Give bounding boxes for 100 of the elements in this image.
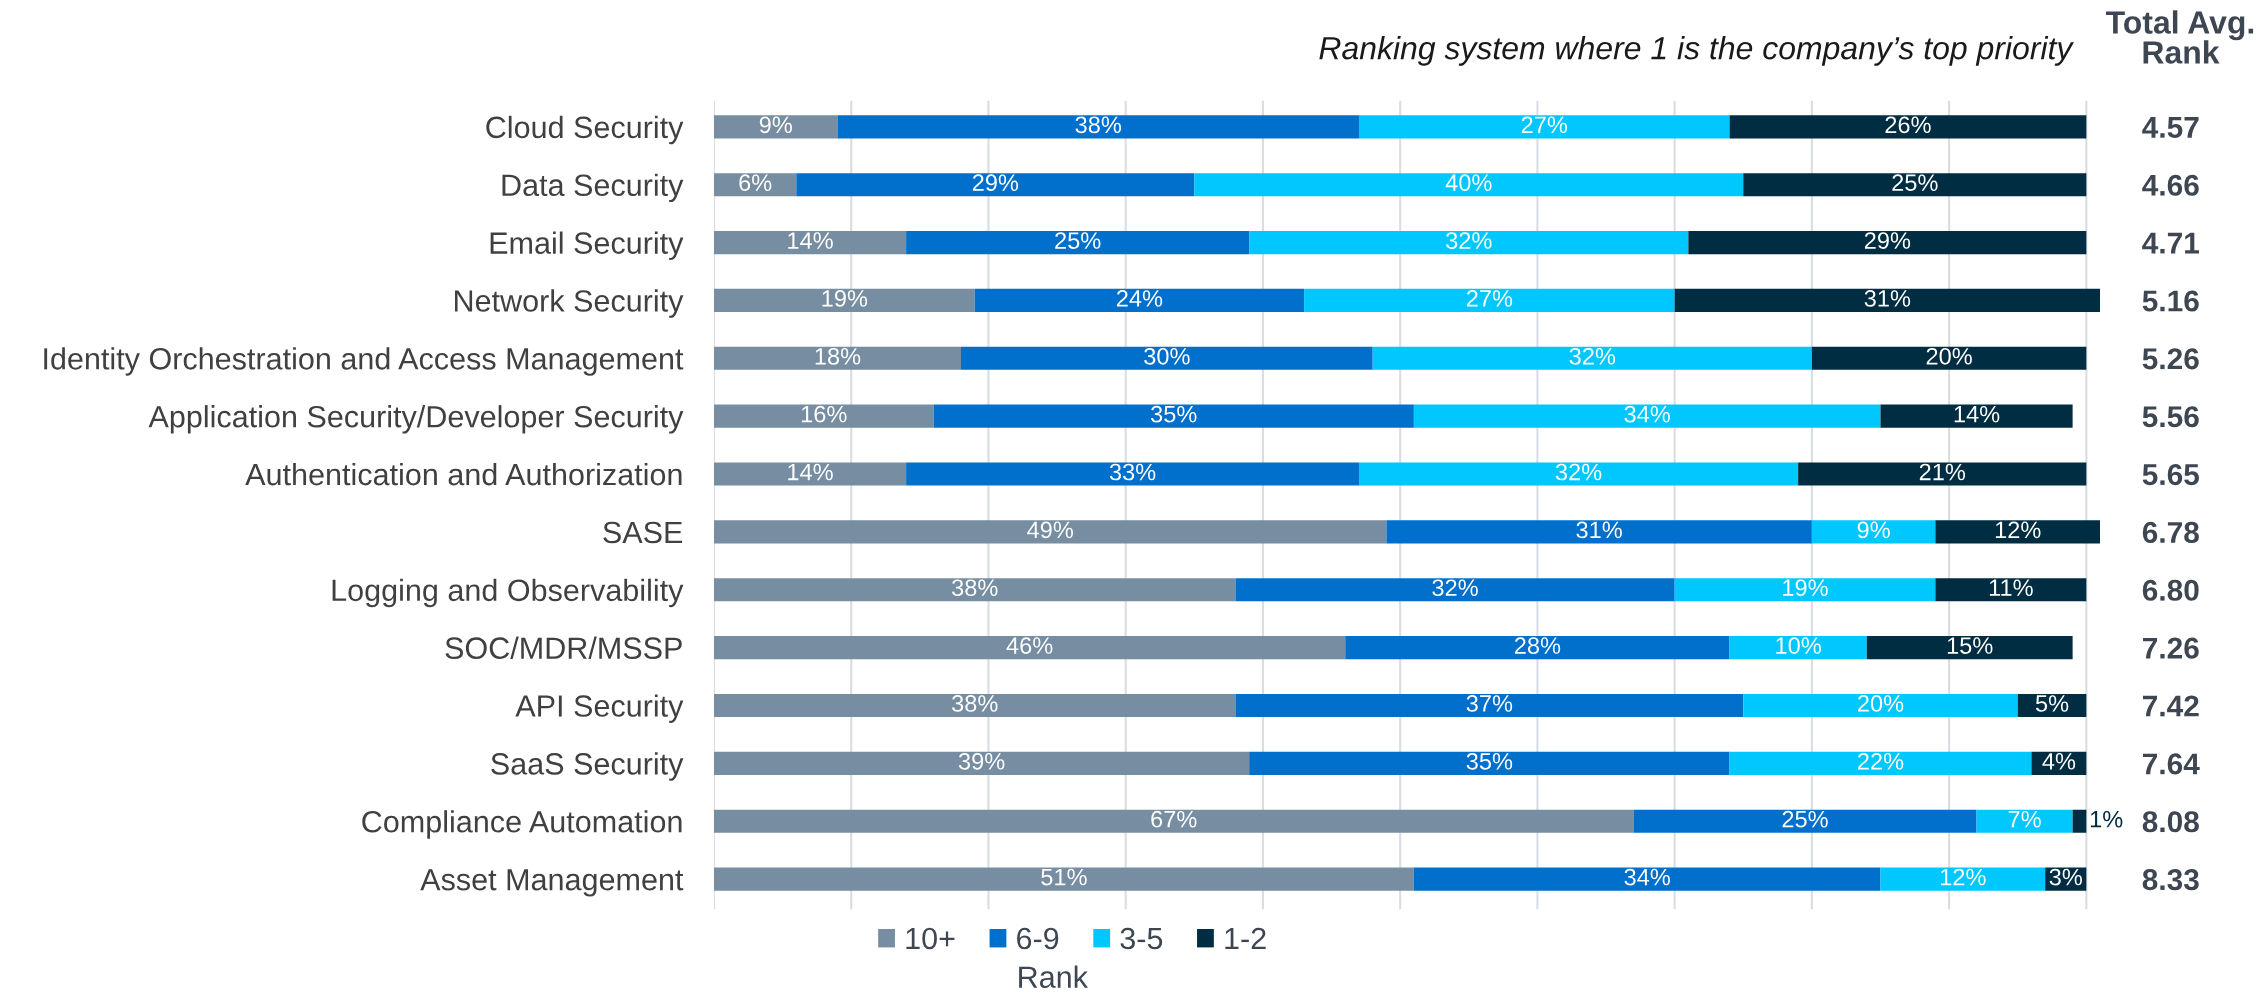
y-tick-label: Email Security bbox=[490, 231, 684, 260]
chart-title: Ranking system where 1 is the company’s top priority bbox=[1319, 35, 2074, 66]
bar bbox=[1935, 520, 2101, 544]
data-label: 22% bbox=[1858, 752, 1904, 770]
bar bbox=[713, 578, 1236, 602]
data-label: 12% bbox=[1995, 521, 2041, 539]
bar bbox=[1249, 231, 1689, 255]
bar bbox=[713, 404, 934, 428]
data-label: 19% bbox=[1783, 579, 1828, 597]
y-tick-label: API Security bbox=[515, 694, 684, 723]
legend-label: 6-9 bbox=[1017, 927, 1059, 950]
bar bbox=[961, 346, 1373, 370]
bar bbox=[713, 751, 1250, 775]
bar bbox=[1413, 404, 1881, 428]
y2-tick-label: 6.78 bbox=[2142, 521, 2199, 544]
bar bbox=[713, 693, 1236, 718]
bar bbox=[933, 404, 1414, 428]
data-label: 40% bbox=[1445, 174, 1492, 192]
data-label: 9% bbox=[759, 116, 792, 134]
y-tick-label: Compliance Automation bbox=[362, 810, 682, 839]
bar bbox=[1413, 867, 1881, 891]
bar bbox=[713, 231, 907, 255]
data-label: 34% bbox=[1624, 405, 1670, 423]
y-tick-label: Network Security bbox=[455, 289, 684, 318]
legend-label: 1-2 bbox=[1225, 927, 1266, 950]
y-tick-label: Asset Management bbox=[420, 869, 684, 897]
data-label: 18% bbox=[815, 347, 861, 365]
bar bbox=[1358, 462, 1799, 486]
data-label: 1% bbox=[2090, 810, 2123, 828]
bar bbox=[906, 462, 1359, 486]
y-tick-label: SOC/MDR/MSSP bbox=[445, 636, 682, 659]
bar bbox=[1688, 231, 2087, 255]
data-label: 10% bbox=[1776, 637, 1821, 654]
legend-label: 3-5 bbox=[1120, 927, 1163, 950]
y2-tick-label: 5.56 bbox=[2142, 406, 2199, 428]
legend-title: Rank bbox=[1019, 965, 1089, 988]
bar bbox=[1935, 578, 2087, 602]
y2-tick-label: 5.16 bbox=[2142, 290, 2199, 312]
bar bbox=[974, 288, 1305, 313]
y-tick-label: SaaS Security bbox=[491, 752, 684, 781]
data-label: 26% bbox=[1885, 116, 1931, 134]
data-label: 38% bbox=[952, 579, 998, 597]
data-label: 35% bbox=[1466, 752, 1513, 770]
data-label: 32% bbox=[1555, 463, 1602, 481]
y2-tick-label: 4.57 bbox=[2142, 117, 2199, 138]
y2-tick-label: 4.71 bbox=[2142, 232, 2200, 254]
data-label: 46% bbox=[1006, 637, 1053, 654]
data-label: 32% bbox=[1432, 579, 1478, 597]
y2-tick-label: 7.26 bbox=[2143, 637, 2199, 659]
bar bbox=[1249, 751, 1730, 775]
bar bbox=[713, 520, 1387, 544]
bar bbox=[1345, 636, 1730, 660]
data-label: 21% bbox=[1919, 463, 1966, 481]
bar bbox=[1358, 115, 1730, 139]
data-label: 3% bbox=[2049, 868, 2082, 886]
y-tick-label: Identity Orchestration and Access Management bbox=[44, 347, 684, 376]
data-label: 39% bbox=[958, 752, 1005, 770]
bar bbox=[1674, 288, 2101, 313]
y-tick-label: Data Security bbox=[502, 173, 684, 203]
data-label: 30% bbox=[1144, 347, 1190, 365]
y-tick-label: Logging and Observability bbox=[332, 578, 684, 608]
y2-tick-label: 6.80 bbox=[2142, 579, 2199, 601]
data-label: 7% bbox=[2008, 810, 2041, 828]
bar bbox=[1729, 751, 2032, 775]
data-label: 11% bbox=[1989, 579, 2033, 597]
bar bbox=[713, 636, 1346, 660]
bar bbox=[1633, 809, 1977, 833]
data-label: 38% bbox=[952, 695, 998, 712]
data-label: 24% bbox=[1116, 290, 1163, 307]
data-label: 14% bbox=[788, 463, 833, 481]
bar bbox=[796, 173, 1195, 197]
data-label: 9% bbox=[1857, 521, 1890, 539]
bar bbox=[1880, 867, 2046, 891]
bar bbox=[1194, 173, 1744, 197]
bar bbox=[713, 115, 838, 139]
bar bbox=[1386, 520, 1812, 544]
bar bbox=[713, 346, 961, 370]
data-label: 34% bbox=[1624, 868, 1670, 886]
y2-tick-label: 5.65 bbox=[2142, 464, 2200, 486]
y2-tick-label: 5.26 bbox=[2142, 348, 2199, 370]
data-label: 28% bbox=[1514, 637, 1561, 654]
data-label: 12% bbox=[1941, 868, 1986, 886]
data-label: 25% bbox=[1055, 232, 1101, 249]
y2-tick-label: 4.66 bbox=[2142, 174, 2199, 196]
data-label: 20% bbox=[1926, 347, 1972, 365]
data-label: 35% bbox=[1150, 405, 1197, 423]
data-label: 19% bbox=[822, 290, 868, 307]
y-tick-label: SASE bbox=[603, 521, 683, 544]
bar bbox=[713, 462, 907, 486]
data-label: 14% bbox=[788, 232, 833, 249]
data-label: 49% bbox=[1027, 521, 1073, 539]
data-label: 20% bbox=[1858, 695, 1904, 712]
data-label: 6% bbox=[739, 174, 772, 192]
data-label: 4% bbox=[2042, 753, 2076, 770]
data-label: 51% bbox=[1041, 868, 1087, 886]
data-label: 31% bbox=[1864, 290, 1911, 307]
data-label: 25% bbox=[1892, 174, 1938, 192]
y2-tick-label: 7.42 bbox=[2143, 695, 2199, 717]
bar bbox=[1372, 346, 1812, 370]
bar bbox=[1743, 693, 2018, 718]
